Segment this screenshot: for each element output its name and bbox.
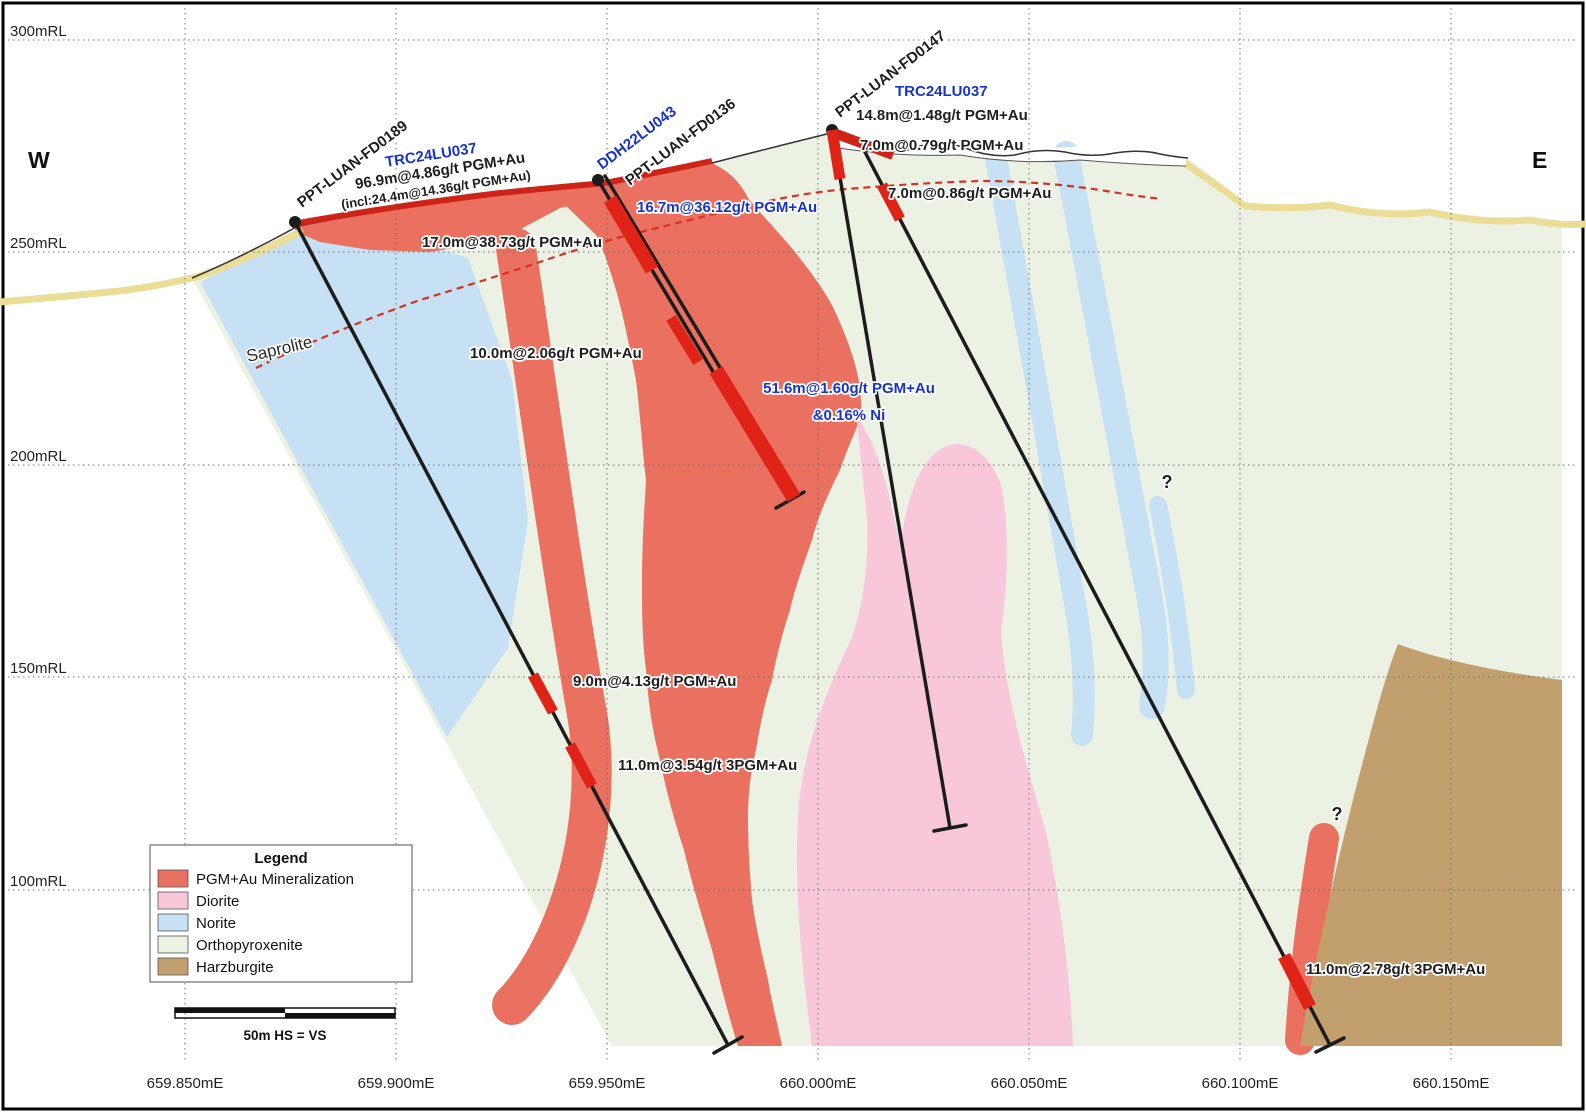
saprolite-line <box>255 179 1163 369</box>
elev-300: 300mRL <box>10 23 67 40</box>
legend-label-norite: Norite <box>196 915 236 932</box>
collar-fd0189 <box>289 216 301 228</box>
surface-white-band <box>837 134 1187 167</box>
elev-100: 100mRL <box>10 873 67 890</box>
legend-box <box>149 844 413 983</box>
scalebar-label: 50m HS = VS <box>244 1028 327 1043</box>
label-question-2: ? <box>1332 804 1343 824</box>
mineralization-band-left <box>492 228 612 1025</box>
east-660000: 660.000mE <box>780 1075 857 1092</box>
norite-band-2 <box>1053 141 1169 719</box>
west-label: W <box>28 147 50 173</box>
legend-label-mineralization: PGM+Au Mineralization <box>196 871 354 888</box>
bar-i516 <box>709 366 801 502</box>
legend-swatch-mineralization <box>157 869 189 888</box>
east-660150: 660.150mE <box>1413 1075 1490 1092</box>
east-660050: 660.050mE <box>991 1075 1068 1092</box>
scalebar-segment-black-1 <box>175 1008 285 1013</box>
drillhole-long-right-endtick <box>1314 1036 1346 1054</box>
norite-unit-left <box>200 233 528 737</box>
collar-ddh22lu043 <box>592 174 604 186</box>
legend: Legend PGM+Au Mineralization Diorite Nor… <box>149 844 413 983</box>
bar-i9 <box>528 672 558 715</box>
legend-swatch-harzburgite <box>157 957 189 976</box>
drillhole-fd0147-trace <box>830 128 952 830</box>
legend-label-diorite: Diorite <box>196 893 239 910</box>
label-i516b: &0.16% Ni <box>813 407 886 424</box>
label-question-1: ? <box>1162 472 1173 492</box>
east-660100: 660.100mE <box>1202 1075 1279 1092</box>
legend-swatch-norite <box>157 913 189 932</box>
bar-i11 <box>565 742 597 789</box>
legend-swatch-orthopyroxenite <box>157 935 189 954</box>
drillhole-long-right-trace <box>863 150 1332 1047</box>
norite-band-3 <box>1149 496 1195 699</box>
legend-label-harzburgite: Harzburgite <box>196 959 274 976</box>
elev-250: 250mRL <box>10 235 67 252</box>
mineralization-band-right <box>1285 823 1339 1055</box>
east-659850: 659.850mE <box>147 1075 224 1092</box>
east-label: E <box>1532 147 1547 173</box>
elev-200: 200mRL <box>10 448 67 465</box>
east-659950: 659.950mE <box>569 1075 646 1092</box>
scalebar-segment-black-2 <box>285 1013 395 1018</box>
topo-yellow-right <box>1176 156 1586 228</box>
trench-red-right <box>832 128 895 160</box>
drillhole-fd0189-endtick <box>712 1035 744 1055</box>
drillhole-fd0189-trace <box>293 220 730 1047</box>
surface-lines <box>0 128 1586 369</box>
bar-i278 <box>1278 953 1316 1010</box>
harzburgite-unit <box>1300 644 1562 1046</box>
label-trc-right-intercept: 14.8m@1.48g/t PGM+Au <box>856 107 1028 124</box>
mineralization-main-body <box>560 163 862 1046</box>
bar-i7b <box>877 182 905 222</box>
drillhole-fd0147-endtick <box>932 823 968 833</box>
label-i7a: 7.0m@0.79g/t PGM+Au <box>860 137 1023 154</box>
surface-line-lower <box>837 147 1187 167</box>
scalebar-outline <box>174 1007 396 1019</box>
topo-yellow-left <box>0 228 304 306</box>
legend-swatch-diorite <box>157 891 189 910</box>
label-i11: 11.0m@3.54g/t 3PGM+Au <box>618 757 797 774</box>
label-i7b: 7.0m@0.86g/t PGM+Au <box>888 185 1051 202</box>
label-trc-right: TRC24LU037 <box>895 83 988 100</box>
legend-title: Legend <box>254 850 307 867</box>
scalebar: 50m HS = VS <box>174 1007 396 1043</box>
label-i167: 16.7m@36.12g/t PGM+Au <box>637 199 817 216</box>
grid <box>8 8 1578 1060</box>
geology-units <box>193 132 1562 1055</box>
label-i516a: 51.6m@1.60g/t PGM+Au <box>763 380 935 397</box>
label-i9: 9.0m@4.13g/t PGM+Au <box>573 673 736 690</box>
bar-i10 <box>666 315 703 365</box>
label-i10: 10.0m@2.06g/t PGM+Au <box>470 345 642 362</box>
label-i17: 17.0m@38.73g/t PGM+Au <box>422 234 602 251</box>
bar-i7a <box>826 129 846 180</box>
elev-150: 150mRL <box>10 660 67 677</box>
legend-label-orthopyroxenite: Orthopyroxenite <box>196 937 303 954</box>
bar-i167 <box>603 195 659 274</box>
label-i278: 11.0m@2.78g/t 3PGM+Au <box>1306 961 1485 978</box>
intercept-bars <box>528 129 1316 1010</box>
trench-red-left <box>292 158 713 227</box>
east-659900: 659.900mE <box>358 1075 435 1092</box>
